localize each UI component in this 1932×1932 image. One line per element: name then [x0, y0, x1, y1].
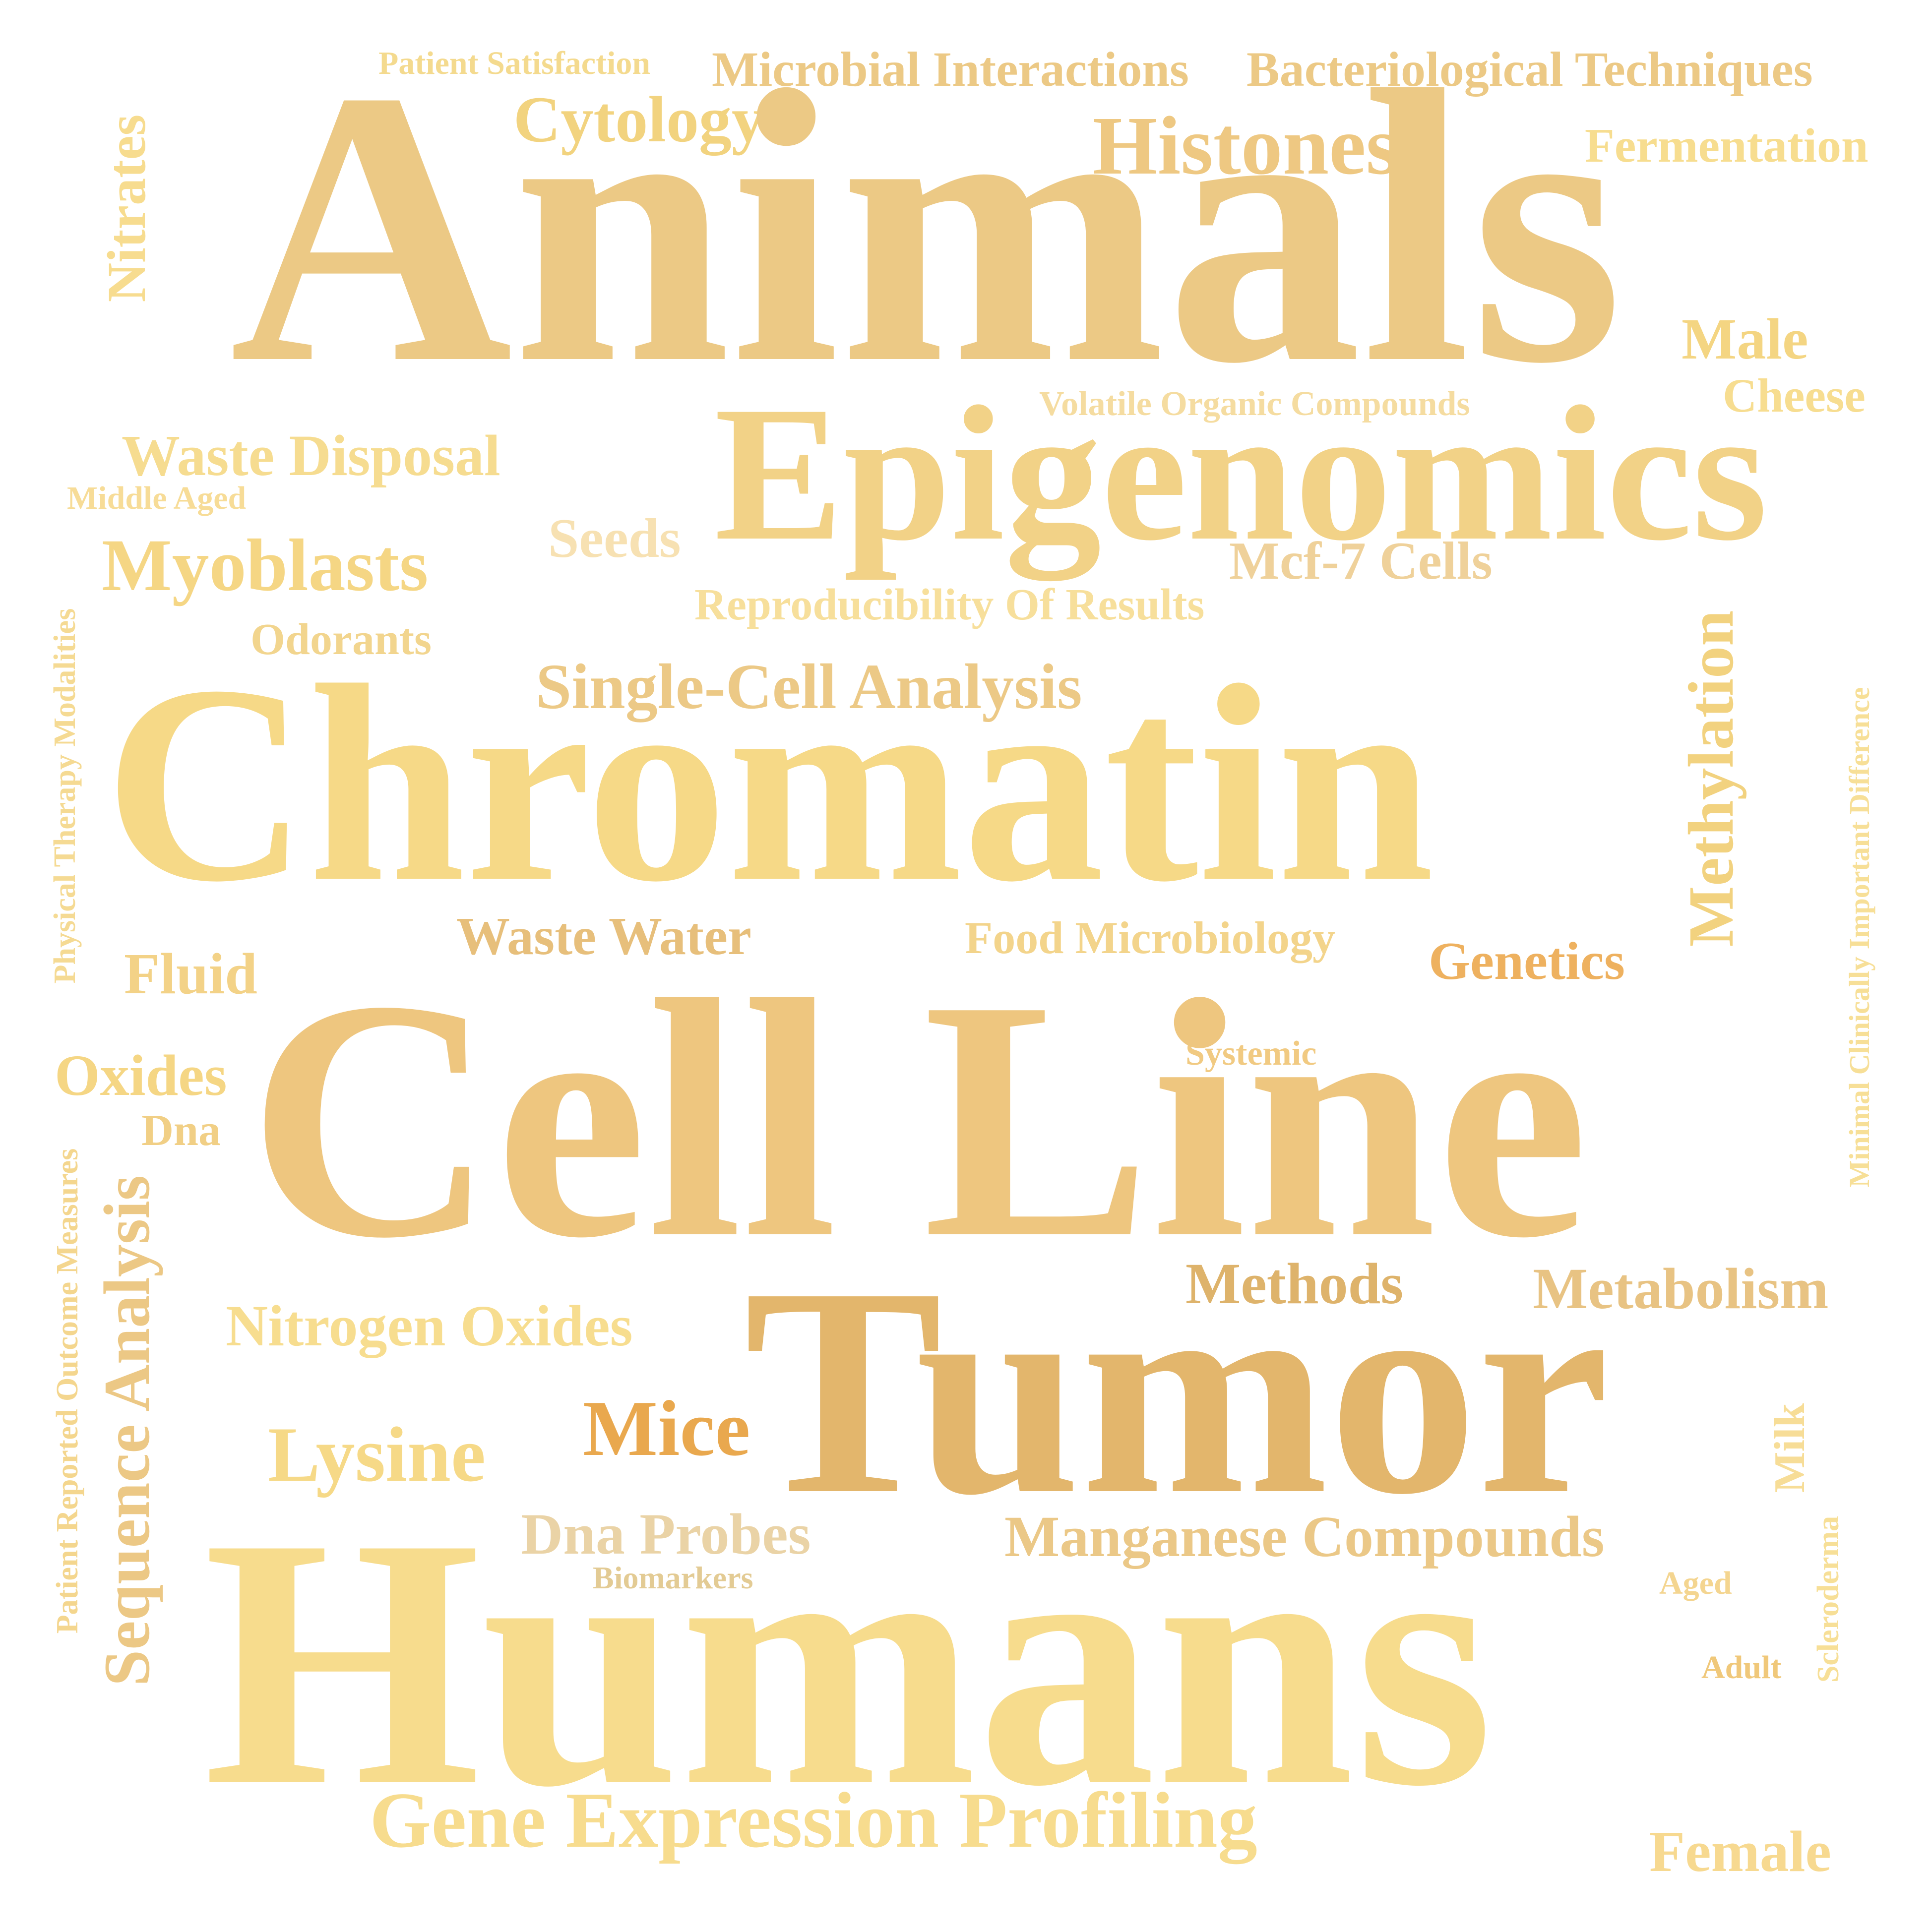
word-methylation: Methylation — [1676, 610, 1747, 947]
word-biomarkers: Biomarkers — [593, 1560, 753, 1595]
word-scleroderma: Scleroderma — [1811, 1515, 1845, 1683]
word-minimal-clinically-important-difference: Minimal Clinically Important Difference — [1843, 687, 1875, 1188]
word-patient-satisfaction: Patient Satisfaction — [378, 45, 651, 81]
word-nitrogen-oxides: Nitrogen Oxides — [226, 1293, 633, 1358]
word-microbial-interactions: Microbial Interactions — [712, 42, 1189, 97]
word-metabolism: Metabolism — [1533, 1256, 1829, 1321]
word-odorants: Odorants — [250, 615, 432, 664]
word-gene-expression-profiling: Gene Expression Profiling — [370, 1776, 1257, 1864]
word-tumor: Tumor — [744, 1226, 1610, 1556]
word-lysine: Lysine — [268, 1411, 486, 1498]
word-histones: Histones — [1093, 100, 1399, 192]
word-methods: Methods — [1185, 1251, 1404, 1316]
word-patient-reported-outcome-measures: Patient Reported Outcome Measures — [51, 1148, 84, 1634]
word-cell-line: Cell Line — [248, 930, 1589, 1309]
word-middle-aged: Middle Aged — [67, 480, 247, 516]
word-volatile-organic-compounds: Volatile Organic Compounds — [1039, 385, 1470, 423]
word-nitrates: Nitrates — [96, 114, 157, 302]
word-physical-therapy-modalities: Physical Therapy Modalities — [48, 608, 82, 984]
word-epigenomics: Epigenomics — [714, 366, 1768, 581]
word-female: Female — [1649, 1819, 1831, 1884]
word-myoblasts: Myoblasts — [102, 524, 429, 606]
word-single-cell-analysis: Single-Cell Analysis — [536, 651, 1082, 723]
word-mcf-7-cells: Mcf-7 Cells — [1229, 532, 1493, 591]
word-fluid: Fluid — [124, 941, 257, 1006]
word-dna: Dna — [141, 1106, 221, 1155]
word-waste-water: Waste Water — [456, 907, 751, 966]
word-oxides: Oxides — [55, 1043, 227, 1108]
word-chromatin: Chromatin — [104, 627, 1434, 940]
word-manganese-compounds: Manganese Compounds — [1004, 1504, 1605, 1569]
word-bacteriological-techniques: Bacteriological Techniques — [1246, 42, 1813, 97]
word-systemic: Systemic — [1185, 1034, 1317, 1073]
word-animals: Animals — [230, 10, 1623, 444]
word-fermentation: Fermentation — [1585, 119, 1869, 173]
word-adult: Adult — [1701, 1649, 1782, 1686]
word-food-microbiology: Food Microbiology — [965, 912, 1336, 963]
word-dna-probes: Dna Probes — [521, 1502, 811, 1567]
word-cheese: Cheese — [1723, 369, 1866, 422]
word-genetics: Genetics — [1429, 932, 1625, 991]
word-waste-disposal: Waste Disposal — [122, 423, 500, 488]
word-mice: Mice — [583, 1384, 750, 1472]
word-cytology: Cytology — [513, 83, 764, 156]
word-milk: Milk — [1766, 1403, 1814, 1493]
word-sequence-analysis: Sequence Analysis — [90, 1175, 163, 1687]
word-seeds: Seeds — [548, 508, 681, 569]
word-male: Male — [1682, 306, 1808, 371]
word-aged: Aged — [1659, 1565, 1732, 1601]
word-humans: Humans — [203, 1464, 1494, 1860]
word-reproducibility-of-results: Reproducibility Of Results — [694, 580, 1205, 629]
